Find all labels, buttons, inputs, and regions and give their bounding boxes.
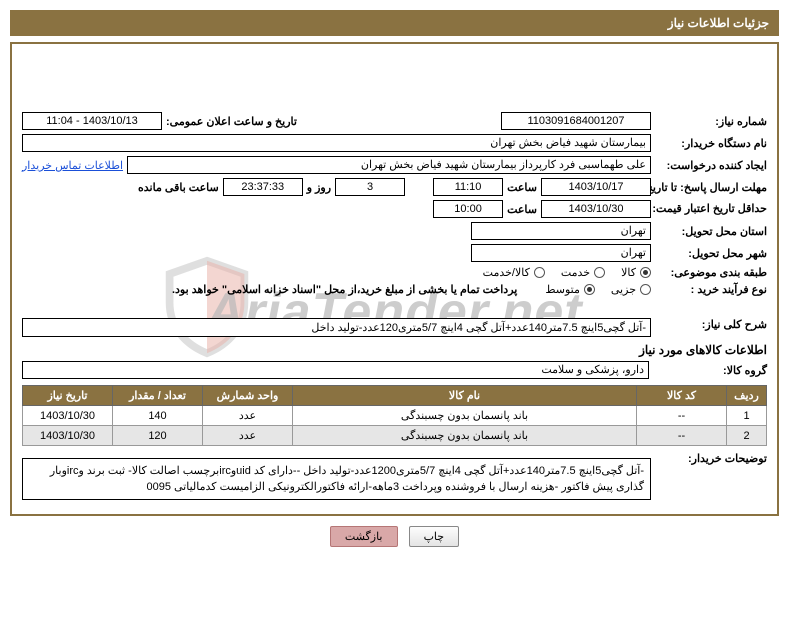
th-date: تاریخ نیاز — [23, 386, 113, 406]
cell-n: 1 — [727, 406, 767, 426]
radio-dot-icon — [640, 267, 651, 278]
deadline-date: 1403/10/17 — [541, 178, 651, 196]
group-value: دارو، پزشکی و سلامت — [22, 361, 649, 379]
radio-service[interactable]: خدمت — [561, 266, 605, 279]
radio-dot-icon — [534, 267, 545, 278]
th-unit: واحد شمارش — [203, 386, 293, 406]
group-label: گروه کالا: — [655, 364, 767, 377]
radio-dot-icon — [584, 284, 595, 295]
radio-both-label: کالا/خدمت — [483, 266, 530, 279]
category-label: طبقه بندی موضوعی: — [655, 266, 767, 279]
cell-qty: 140 — [113, 406, 203, 426]
city-value: تهران — [471, 244, 651, 262]
radio-partial-label: جزیی — [611, 283, 636, 296]
validity-label: حداقل تاریخ اعتبار قیمت: تا تاریخ: — [655, 203, 767, 215]
buyer-desc-value: -آتل گچی5اینچ 7.5متر140عدد+آتل گچی 4اینچ… — [22, 458, 651, 500]
goods-table: ردیف کد کالا نام کالا واحد شمارش تعداد /… — [22, 385, 767, 446]
remaining-label: ساعت باقی مانده — [138, 181, 219, 194]
announce-value: 1403/10/13 - 11:04 — [22, 112, 162, 130]
radio-goods[interactable]: کالا — [621, 266, 651, 279]
announce-label: تاریخ و ساعت اعلان عمومی: — [166, 115, 297, 128]
radio-goods-label: کالا — [621, 266, 636, 279]
countdown: 23:37:33 — [223, 178, 303, 196]
buyer-desc-label: توضیحات خریدار: — [655, 452, 767, 465]
city-label: شهر محل تحویل: — [655, 247, 767, 260]
th-name: نام کالا — [293, 386, 637, 406]
radio-service-label: خدمت — [561, 266, 590, 279]
validity-time: 10:00 — [433, 200, 503, 218]
deadline-label: مهلت ارسال پاسخ: تا تاریخ: — [655, 181, 767, 194]
radio-dot-icon — [640, 284, 651, 295]
contact-link[interactable]: اطلاعات تماس خریدار — [22, 159, 123, 172]
days-and: روز و — [307, 181, 331, 194]
need-no-label: شماره نیاز: — [655, 115, 767, 128]
process-note: پرداخت تمام یا بخشی از مبلغ خرید،از محل … — [172, 283, 517, 296]
cell-name: باند پانسمان بدون چسبندگی — [293, 406, 637, 426]
requester-value: علی طهماسبی فرد کارپرداز بیمارستان شهید … — [127, 156, 651, 174]
province-label: استان محل تحویل: — [655, 225, 767, 238]
table-row: 2 -- باند پانسمان بدون چسبندگی عدد 120 1… — [23, 426, 767, 446]
category-radio-group: کالا خدمت کالا/خدمت — [483, 266, 651, 279]
validity-date: 1403/10/30 — [541, 200, 651, 218]
cell-code: -- — [637, 406, 727, 426]
goods-info-title: اطلاعات کالاهای مورد نیاز — [22, 343, 767, 357]
days-value: 3 — [335, 178, 405, 196]
cell-unit: عدد — [203, 426, 293, 446]
button-row: چاپ بازگشت — [0, 526, 789, 547]
cell-date: 1403/10/30 — [23, 406, 113, 426]
cell-name: باند پانسمان بدون چسبندگی — [293, 426, 637, 446]
radio-partial[interactable]: جزیی — [611, 283, 651, 296]
cell-code: -- — [637, 426, 727, 446]
need-no-value: 1103091684001207 — [501, 112, 651, 130]
cell-unit: عدد — [203, 406, 293, 426]
buyer-label: نام دستگاه خریدار: — [655, 137, 767, 150]
province-value: تهران — [471, 222, 651, 240]
th-code: کد کالا — [637, 386, 727, 406]
th-qty: تعداد / مقدار — [113, 386, 203, 406]
cell-n: 2 — [727, 426, 767, 446]
summary-value: -آتل گچی5اینچ 7.5متر140عدد+آتل گچی 4اینچ… — [22, 318, 651, 337]
details-panel: AriaTender.net شماره نیاز: 1103091684001… — [10, 42, 779, 516]
deadline-time: 11:10 — [433, 178, 503, 196]
hour-label-1: ساعت — [507, 181, 537, 194]
print-button[interactable]: چاپ — [409, 526, 460, 547]
th-row: ردیف — [727, 386, 767, 406]
cell-date: 1403/10/30 — [23, 426, 113, 446]
requester-label: ایجاد کننده درخواست: — [655, 159, 767, 172]
cell-qty: 120 — [113, 426, 203, 446]
back-button[interactable]: بازگشت — [330, 526, 398, 547]
radio-dot-icon — [594, 267, 605, 278]
panel-title: جزئیات اطلاعات نیاز — [668, 16, 769, 30]
radio-medium[interactable]: متوسط — [545, 283, 595, 296]
process-label: نوع فرآیند خرید : — [655, 283, 767, 296]
radio-both[interactable]: کالا/خدمت — [483, 266, 545, 279]
hour-label-2: ساعت — [507, 203, 537, 216]
summary-label: شرح کلی نیاز: — [655, 318, 767, 331]
radio-medium-label: متوسط — [545, 283, 580, 296]
panel-header: جزئیات اطلاعات نیاز — [10, 10, 779, 36]
table-row: 1 -- باند پانسمان بدون چسبندگی عدد 140 1… — [23, 406, 767, 426]
buyer-value: بیمارستان شهید فیاض بخش تهران — [22, 134, 651, 152]
process-radio-group: جزیی متوسط — [545, 283, 651, 296]
